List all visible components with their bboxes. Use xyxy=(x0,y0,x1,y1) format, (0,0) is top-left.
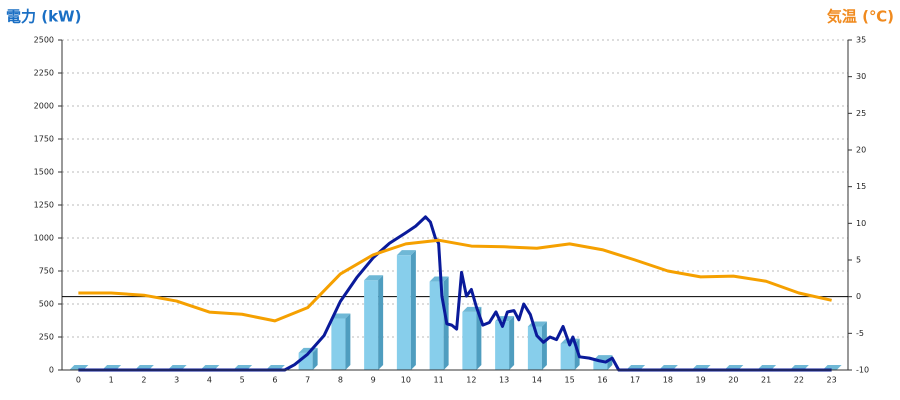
y-tick-label: 0 xyxy=(49,366,54,375)
bar-top xyxy=(593,355,613,361)
bar-side xyxy=(509,316,515,370)
x-tick-label: 13 xyxy=(499,376,509,385)
x-tick-label: 4 xyxy=(207,376,212,385)
x-tick-label: 21 xyxy=(761,376,771,385)
x-tick-label: 18 xyxy=(663,376,673,385)
y-tick-label: 1000 xyxy=(34,234,54,243)
bar-front xyxy=(331,318,346,370)
bar-side xyxy=(410,250,416,370)
bar-top xyxy=(429,276,449,282)
x-tick-label: 8 xyxy=(338,376,343,385)
bar-front xyxy=(560,343,575,370)
y-tick-label: 1250 xyxy=(34,201,54,210)
x-tick-label: 20 xyxy=(728,376,738,385)
y2-tick-label: 5 xyxy=(856,256,861,265)
x-tick-label: 10 xyxy=(401,376,411,385)
bar-front xyxy=(429,281,444,370)
y-tick-label: 2250 xyxy=(34,69,54,78)
x-tick-label: 12 xyxy=(466,376,476,385)
y2-tick-label: 15 xyxy=(856,182,866,191)
bar-top xyxy=(331,313,351,319)
y-tick-label: 2500 xyxy=(34,36,54,45)
y-axis-title: 電力 (kW) xyxy=(6,8,81,26)
x-tick-label: 17 xyxy=(630,376,640,385)
bar-top xyxy=(364,275,384,281)
bar-front xyxy=(462,311,477,370)
y2-tick-label: -10 xyxy=(856,366,869,375)
x-tick-label: 19 xyxy=(696,376,706,385)
x-tick-label: 9 xyxy=(371,376,376,385)
y2-tick-label: 10 xyxy=(856,219,866,228)
y2-axis-title: 気温 (℃) xyxy=(827,8,894,26)
line xyxy=(78,238,832,323)
x-tick-label: 11 xyxy=(434,376,444,385)
y2-tick-label: -5 xyxy=(856,329,864,338)
y2-tick-label: 30 xyxy=(856,72,866,81)
x-tick-label: 15 xyxy=(565,376,575,385)
bar-side xyxy=(541,321,547,370)
x-tick-label: 3 xyxy=(174,376,179,385)
bar-side xyxy=(345,313,351,370)
bar-side xyxy=(378,275,384,370)
x-tick-label: 6 xyxy=(272,376,277,385)
x-tick-label: 16 xyxy=(597,376,607,385)
y-tick-label: 250 xyxy=(39,333,54,342)
y2-tick-label: 20 xyxy=(856,146,866,155)
y2-tick-label: 25 xyxy=(856,109,866,118)
y-tick-label: 750 xyxy=(39,267,54,276)
y-tick-label: 2000 xyxy=(34,102,54,111)
bar-top xyxy=(396,250,416,256)
bar-front xyxy=(364,280,379,370)
bar-front xyxy=(593,360,608,370)
bar-front xyxy=(396,255,411,370)
x-tick-label: 14 xyxy=(532,376,542,385)
bar-side xyxy=(476,306,482,370)
x-tick-label: 1 xyxy=(109,376,114,385)
x-tick-label: 7 xyxy=(305,376,310,385)
y-tick-label: 1750 xyxy=(34,135,54,144)
bar-side xyxy=(312,347,318,370)
y2-tick-label: 0 xyxy=(856,292,861,301)
y-tick-label: 500 xyxy=(39,300,54,309)
x-tick-label: 2 xyxy=(141,376,146,385)
y2-tick-label: 35 xyxy=(856,36,866,45)
x-tick-label: 0 xyxy=(76,376,81,385)
y-tick-label: 1500 xyxy=(34,168,54,177)
x-tick-label: 5 xyxy=(240,376,245,385)
x-tick-label: 23 xyxy=(827,376,837,385)
line xyxy=(78,215,832,372)
bar-front xyxy=(495,321,510,370)
x-tick-label: 22 xyxy=(794,376,804,385)
